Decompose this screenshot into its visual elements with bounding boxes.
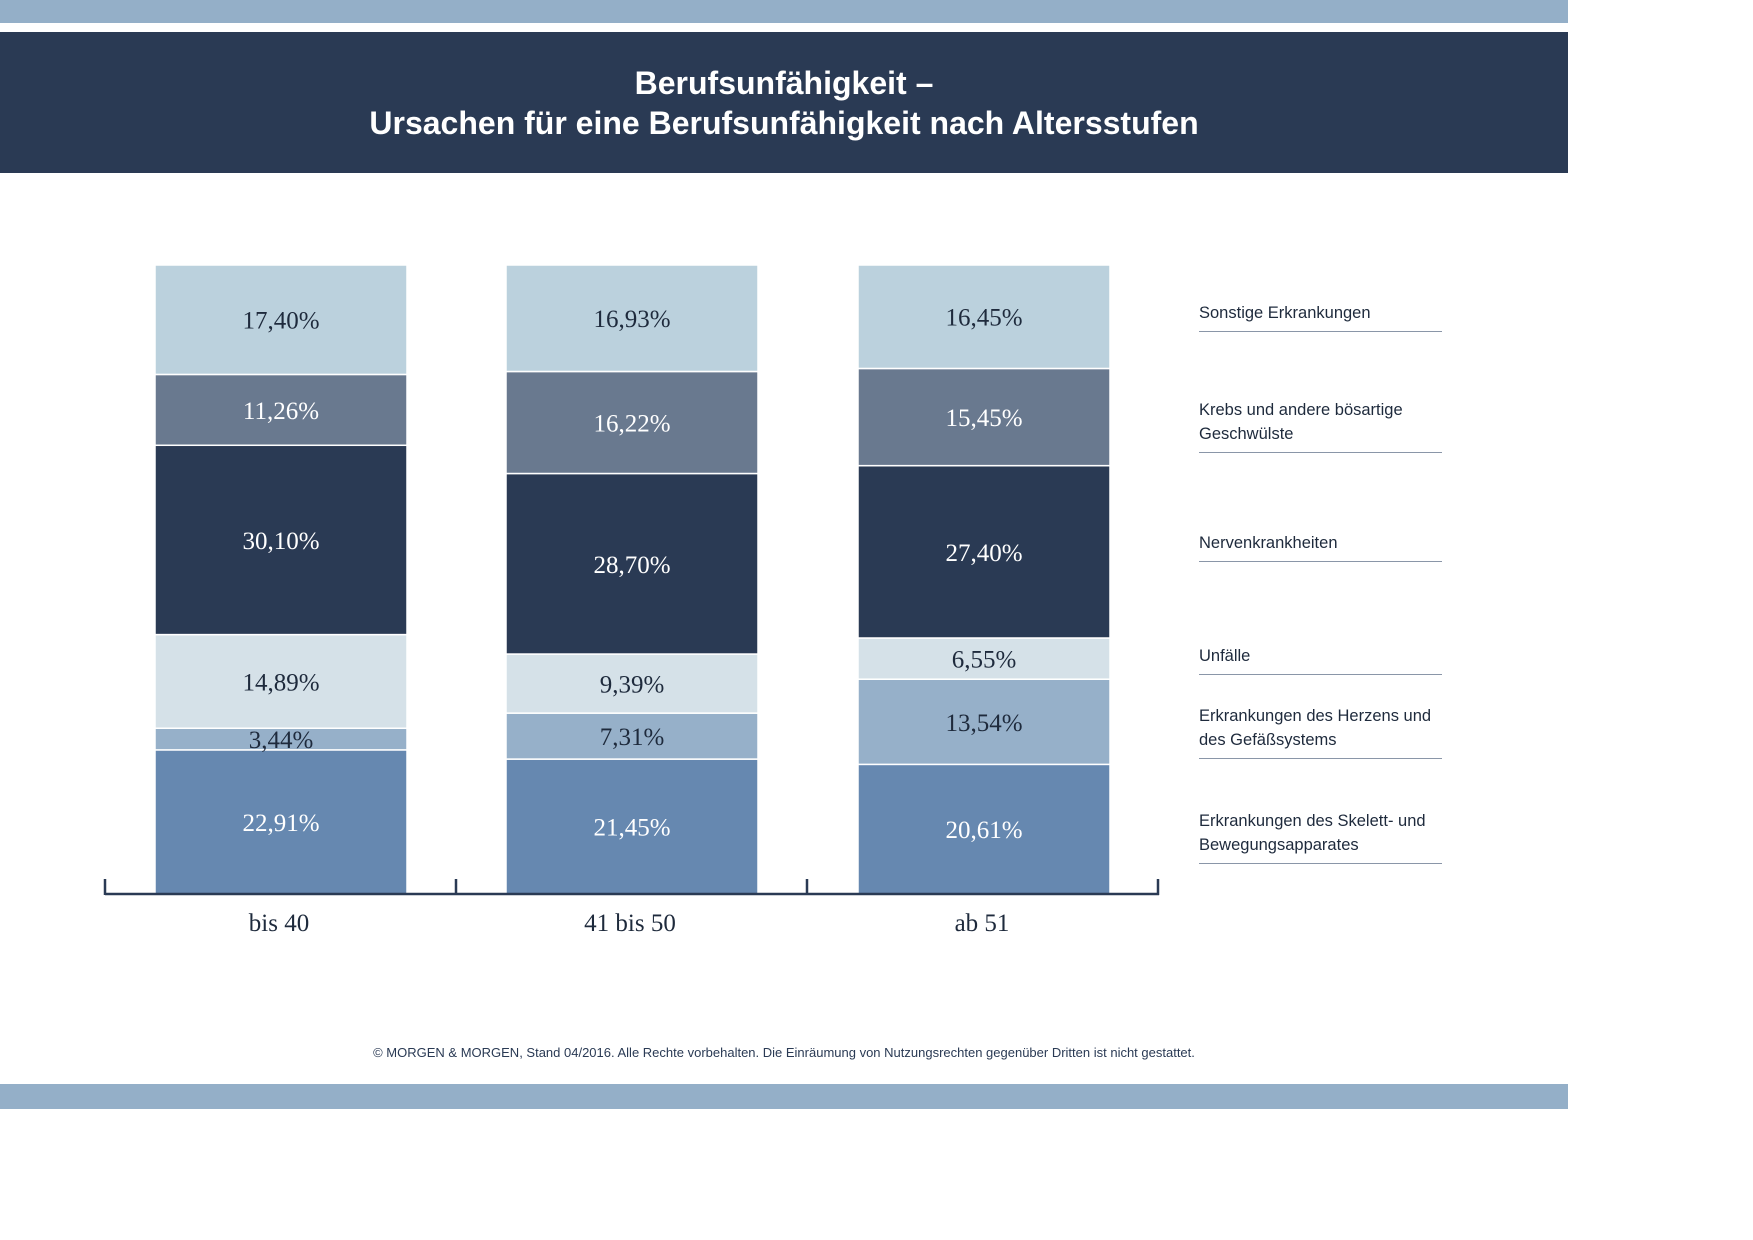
data-label-41-bis-50-1: 21,45%	[593, 815, 670, 842]
data-label-ab-51-3: 6,55%	[952, 647, 1017, 674]
bar-segment-ab-51-6	[857, 264, 1111, 370]
legend-item-sonstige: Sonstige Erkrankungen	[1199, 301, 1442, 332]
header-banner: Berufsunfähigkeit – Ursachen für eine Be…	[0, 32, 1568, 173]
legend-item-skelett: Erkrankungen des Skelett- und Bewegungsa…	[1199, 809, 1442, 864]
stacked-bar-chart: 22,91% 3,44% 14,89% 30,10% 11,26% 17,40% bis 4…	[103, 264, 1160, 937]
data-label-ab-51-5: 15,45%	[945, 405, 1022, 432]
bar-segment-41-bis-50-2	[505, 712, 759, 760]
bottom-band	[0, 1084, 1568, 1109]
bar-segment-bis-40-5	[154, 373, 408, 447]
chart-title-line-2: Ursachen für eine Berufsunfähigkeit nach…	[369, 104, 1199, 141]
data-label-41-bis-50-2: 7,31%	[600, 724, 665, 751]
data-label-bis-40-5: 11,26%	[243, 398, 319, 425]
x-tick-label-41-bis-50: 41 bis 50	[584, 910, 676, 937]
data-label-ab-51-1: 20,61%	[945, 817, 1022, 844]
data-label-bis-40-6: 17,40%	[242, 308, 319, 335]
bar-segment-bis-40-1	[154, 749, 408, 895]
bar-segment-ab-51-3	[857, 637, 1111, 680]
x-tick-label-ab-51: ab 51	[955, 910, 1010, 937]
bar-segment-ab-51-2	[857, 678, 1111, 766]
bar-segment-41-bis-50-3	[505, 653, 759, 714]
bar-segment-bis-40-6	[154, 264, 408, 376]
legend-item-herz: Erkrankungen des Herzens und des Gefäßsy…	[1199, 704, 1442, 759]
data-label-41-bis-50-3: 9,39%	[600, 672, 665, 699]
data-label-ab-51-6: 16,45%	[945, 305, 1022, 332]
bar-segment-bis-40-4	[154, 444, 408, 636]
copyright-note: © MORGEN & MORGEN, Stand 04/2016. Alle R…	[373, 1045, 1195, 1060]
x-tick-label-bis-40: bis 40	[249, 910, 309, 937]
bar-segment-41-bis-50-6	[505, 264, 759, 373]
data-label-bis-40-3: 14,89%	[242, 669, 319, 696]
bar-segment-ab-51-1	[857, 763, 1111, 895]
data-label-41-bis-50-4: 28,70%	[593, 552, 670, 579]
top-band	[0, 0, 1568, 23]
bar-segment-bis-40-3	[154, 633, 408, 730]
bar-segment-ab-51-5	[857, 367, 1111, 467]
data-label-bis-40-4: 30,10%	[242, 528, 319, 555]
data-label-bis-40-2: 3,44%	[249, 727, 314, 754]
data-label-41-bis-50-6: 16,93%	[593, 306, 670, 333]
data-label-bis-40-1: 22,91%	[242, 810, 319, 837]
bar-segment-41-bis-50-4	[505, 472, 759, 655]
legend-item-unfaelle: Unfälle	[1199, 644, 1442, 675]
data-label-ab-51-4: 27,40%	[945, 540, 1022, 567]
legend-item-nervenkrankheiten: Nervenkrankheiten	[1199, 531, 1442, 562]
data-label-41-bis-50-5: 16,22%	[593, 411, 670, 438]
legend-item-krebs: Krebs und andere bösartige Geschwülste	[1199, 398, 1442, 453]
chart-title-line-1: Berufsunfähigkeit –	[634, 64, 934, 101]
bar-segment-41-bis-50-5	[505, 370, 759, 475]
data-label-ab-51-2: 13,54%	[945, 710, 1022, 737]
